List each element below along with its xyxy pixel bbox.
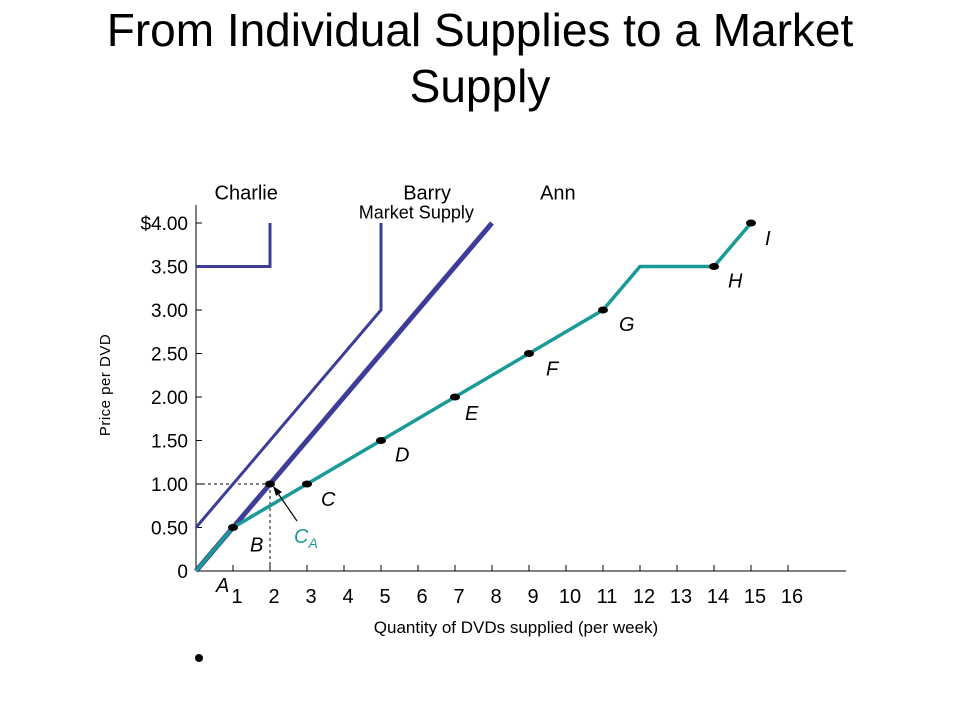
y-tick-label: 2.50 [151,345,188,366]
point-label-h: H [728,271,743,293]
x-tick-label: 1 [231,586,242,608]
ca-annotation: CA [265,480,318,551]
y-ticks: 0 0.50 1.00 1.50 2.00 2.50 3.00 3.50 $4.00 [140,214,202,583]
ca-label: CA [294,526,318,551]
y-tick-label: 0 [177,562,188,583]
series-line-charlie [196,223,272,268]
y-tick-label: 3.00 [151,301,188,322]
ca-arrow-head [273,486,282,496]
x-tick-label: 12 [633,586,655,608]
x-tick-label: 8 [490,586,501,608]
series-line-market-supply [194,221,753,573]
series-label-charlie: Charlie [215,183,278,205]
x-tick-label: 13 [670,586,692,608]
point-h [709,263,719,270]
x-tick-label: 15 [744,586,766,608]
x-tick-label: 2 [268,586,279,608]
y-tick-label: $4.00 [140,214,188,235]
x-tick-label: 5 [379,586,390,608]
x-tick-label: 16 [781,586,803,608]
x-tick-label: 3 [305,586,316,608]
x-tick-label: 6 [416,586,427,608]
point-d [376,437,386,444]
stray-dot [195,654,203,662]
point-b [228,524,238,531]
supply-curves [194,221,753,573]
x-tick-label: 11 [597,586,618,608]
point-c [302,480,312,488]
point-label-i: I [765,228,771,250]
y-axis-label: Price per DVD [97,334,114,436]
x-ticks: 1 2 3 4 5 6 7 8 9 10 11 12 13 14 15 16 [231,565,803,608]
point-f [524,350,534,357]
series-line-ann [194,221,494,573]
y-tick-label: 2.00 [151,388,188,409]
ca-label-main: C [294,526,309,548]
curve-labels: Charlie Barry Ann Market Supply [215,183,576,223]
point-e [450,393,460,401]
x-tick-label: 4 [342,586,353,608]
title-line-2: Supply [409,60,551,112]
series-label-ann: Ann [540,183,576,205]
point-label-c: C [321,489,336,511]
title-line-1: From Individual Supplies to a Market [106,4,854,56]
y-tick-label: 0.50 [151,519,188,540]
y-tick-label: 1.50 [151,432,188,453]
x-tick-label: 9 [527,586,538,608]
point-i [746,219,756,227]
point-label-d: D [395,445,409,467]
x-tick-label: 10 [559,586,581,608]
series-line-barry [194,223,383,529]
series-label-market-supply: Market Supply [359,203,474,223]
ca-label-sub: A [307,535,317,551]
ca-arrow-shaft [274,488,298,522]
point-ca [265,480,275,488]
slide-title: From Individual Supplies to a Market Sup… [0,2,960,114]
point-label-g: G [619,314,635,336]
point-label-f: F [546,359,560,381]
y-tick-label: 3.50 [151,258,188,279]
x-tick-label: 14 [707,586,729,608]
point-g [598,306,608,314]
point-label-a: A [215,575,229,597]
x-axis-label: Quantity of DVDs supplied (per week) [374,618,658,637]
series-label-barry: Barry [403,183,451,205]
point-label-b: B [250,535,263,557]
point-label-e: E [465,403,479,425]
y-tick-label: 1.00 [151,475,188,496]
x-tick-label: 7 [453,586,464,608]
